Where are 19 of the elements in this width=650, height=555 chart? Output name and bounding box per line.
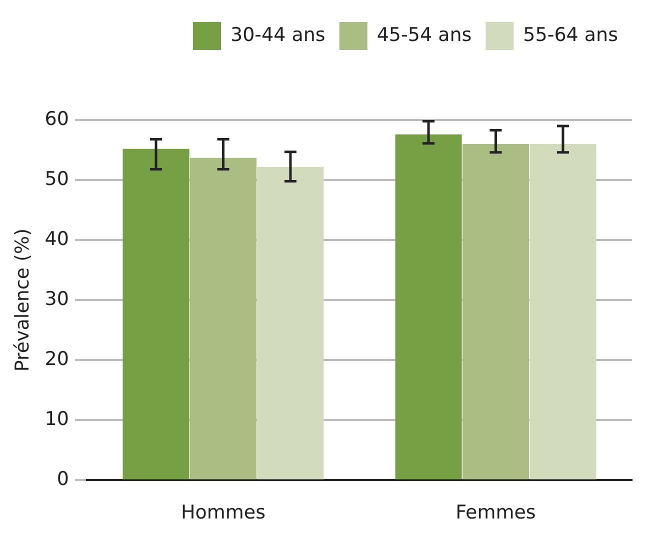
legend-label: 55-64 ans	[523, 24, 618, 46]
x-tick-label: Femmes	[456, 502, 536, 524]
y-tick-label: 60	[44, 108, 69, 130]
bar	[190, 158, 257, 480]
y-tick-label: 20	[44, 348, 69, 370]
bar	[530, 144, 596, 480]
x-tick-label: Hommes	[180, 502, 266, 524]
y-tick-label: 40	[44, 228, 69, 250]
bar	[122, 148, 190, 480]
y-tick-label: 50	[44, 168, 69, 190]
y-axis-title: Prévalence (%)	[11, 228, 34, 372]
y-tick-label: 30	[44, 288, 69, 310]
legend-label: 30-44 ans	[230, 24, 326, 46]
bar	[257, 166, 324, 480]
y-tick-label: 0	[56, 468, 69, 490]
legend-label: 45-54 ans	[376, 24, 472, 46]
bar	[462, 144, 530, 480]
y-tick-label: 10	[44, 408, 69, 430]
bar	[395, 134, 462, 480]
